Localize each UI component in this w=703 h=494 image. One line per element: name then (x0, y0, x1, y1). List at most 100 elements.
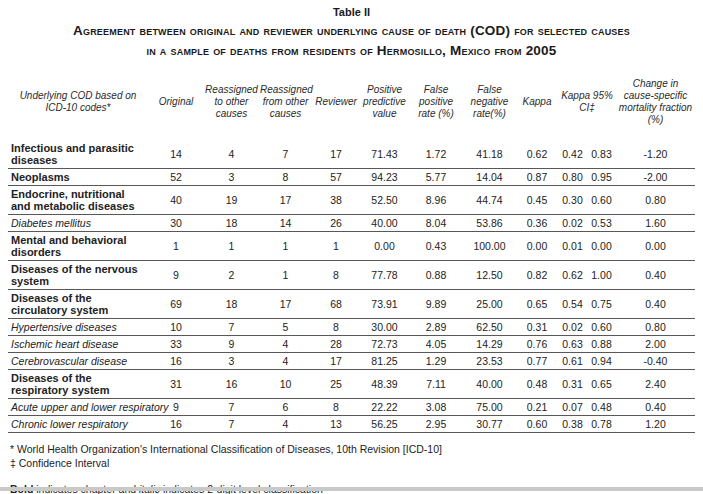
cell-kappa_ci_low: 0.30 (558, 186, 587, 215)
column-header: Reassigned to other causes (204, 66, 259, 140)
cell-false_negative_rate_pct: 100.00 (463, 232, 516, 261)
row-label: Diseases of the nervous system (8, 261, 148, 290)
cell-change_in_csmf_pct: 1.60 (616, 215, 695, 232)
cell-kappa: 0.82 (516, 261, 558, 290)
cell-reassigned_to_other: 3 (204, 353, 259, 370)
cell-kappa: 0.60 (516, 416, 558, 433)
cell-reassigned_from_other: 10 (259, 370, 312, 399)
column-header: Change in cause-specific mortality fract… (616, 66, 695, 140)
cell-false_negative_rate_pct: 14.04 (463, 169, 516, 186)
cell-kappa_ci_low: 0.07 (558, 399, 587, 416)
cell-false_negative_rate_pct: 14.29 (463, 336, 516, 353)
cell-false_positive_rate_pct: 0.88 (409, 261, 463, 290)
row-label: Neoplasms (8, 169, 148, 186)
paper-table-page: Table II Agreement between original and … (0, 0, 703, 494)
cell-kappa_ci_low: 0.42 (558, 140, 587, 169)
cell-false_negative_rate_pct: 53.86 (463, 215, 516, 232)
cell-original: 9 (148, 261, 204, 290)
cell-kappa_ci_high: 1.00 (587, 261, 616, 290)
cell-positive_predictive_value: 94.23 (360, 169, 409, 186)
cell-change_in_csmf_pct: 2.40 (616, 370, 695, 399)
cell-reassigned_from_other: 14 (259, 215, 312, 232)
cell-change_in_csmf_pct: -0.40 (616, 353, 695, 370)
cell-kappa_ci_low: 0.61 (558, 353, 587, 370)
cell-false_negative_rate_pct: 75.00 (463, 399, 516, 416)
cell-original: 52 (148, 169, 204, 186)
cell-false_positive_rate_pct: 9.89 (409, 290, 463, 319)
cell-kappa_ci_high: 0.00 (587, 232, 616, 261)
table-header-row: Underlying COD based on ICD-10 codes*Ori… (8, 66, 695, 140)
row-label: Diseases of the circulatory system (8, 290, 148, 319)
row-label: Mental and behavioral disorders (8, 232, 148, 261)
cell-positive_predictive_value: 40.00 (360, 215, 409, 232)
cell-false_negative_rate_pct: 30.77 (463, 416, 516, 433)
footnotes: * World Health Organization's Internatio… (10, 442, 703, 470)
cell-kappa_ci_high: 0.78 (587, 416, 616, 433)
cell-change_in_csmf_pct: -2.00 (616, 169, 695, 186)
cell-reviewer: 17 (312, 140, 360, 169)
table-row: Diseases of the respiratory system311610… (8, 370, 695, 399)
table-row: Diabetes mellitus3018142640.008.0453.860… (8, 215, 695, 232)
cell-kappa_ci_low: 0.54 (558, 290, 587, 319)
cell-false_negative_rate_pct: 12.50 (463, 261, 516, 290)
cell-false_positive_rate_pct: 7.11 (409, 370, 463, 399)
cell-reassigned_from_other: 7 (259, 140, 312, 169)
row-label: Chronic lower respiratory (8, 416, 148, 433)
cell-positive_predictive_value: 48.39 (360, 370, 409, 399)
cell-reassigned_to_other: 18 (204, 215, 259, 232)
cell-original: 16 (148, 353, 204, 370)
cell-reassigned_from_other: 5 (259, 319, 312, 336)
cell-reassigned_to_other: 18 (204, 290, 259, 319)
cell-reassigned_from_other: 1 (259, 232, 312, 261)
cell-original: 30 (148, 215, 204, 232)
cell-false_positive_rate_pct: 8.96 (409, 186, 463, 215)
cell-reviewer: 57 (312, 169, 360, 186)
cell-change_in_csmf_pct: 0.00 (616, 232, 695, 261)
cell-kappa: 0.77 (516, 353, 558, 370)
table-row: Chronic lower respiratory16741356.252.95… (8, 416, 695, 433)
cell-reviewer: 8 (312, 399, 360, 416)
table-row: Cerebrovascular disease16341781.251.2923… (8, 353, 695, 370)
cell-original: 69 (148, 290, 204, 319)
cell-kappa: 0.48 (516, 370, 558, 399)
cell-false_negative_rate_pct: 62.50 (463, 319, 516, 336)
table-row: Diseases of the circulatory system691817… (8, 290, 695, 319)
cell-false_negative_rate_pct: 25.00 (463, 290, 516, 319)
cell-reviewer: 8 (312, 319, 360, 336)
cell-reassigned_to_other: 4 (204, 140, 259, 169)
table-row: Mental and behavioral disorders11110.000… (8, 232, 695, 261)
cell-kappa_ci_low: 0.38 (558, 416, 587, 433)
cell-kappa_ci_high: 0.75 (587, 290, 616, 319)
cell-reassigned_from_other: 4 (259, 353, 312, 370)
cell-change_in_csmf_pct: 0.40 (616, 399, 695, 416)
cell-reassigned_from_other: 4 (259, 336, 312, 353)
row-label: Diabetes mellitus (8, 215, 148, 232)
cell-reassigned_to_other: 9 (204, 336, 259, 353)
cell-false_positive_rate_pct: 2.95 (409, 416, 463, 433)
table-body: Infectious and parasitic diseases1447177… (8, 140, 695, 433)
cell-reassigned_to_other: 7 (204, 416, 259, 433)
cell-false_positive_rate_pct: 2.89 (409, 319, 463, 336)
cell-false_positive_rate_pct: 8.04 (409, 215, 463, 232)
cell-reassigned_from_other: 17 (259, 290, 312, 319)
column-header: Positive predictive value (360, 66, 409, 140)
cell-false_negative_rate_pct: 41.18 (463, 140, 516, 169)
bottom-divider-rule (0, 487, 703, 491)
cell-kappa: 0.45 (516, 186, 558, 215)
cell-reassigned_from_other: 6 (259, 399, 312, 416)
cell-false_negative_rate_pct: 23.53 (463, 353, 516, 370)
cell-kappa_ci_high: 0.95 (587, 169, 616, 186)
row-label: Acute upper and lower respiratory (8, 399, 148, 416)
table-row: Diseases of the nervous system921877.780… (8, 261, 695, 290)
table-row: Ischemic heart disease33942872.734.0514.… (8, 336, 695, 353)
cell-reassigned_to_other: 2 (204, 261, 259, 290)
cell-change_in_csmf_pct: -1.20 (616, 140, 695, 169)
table-row: Hypertensive diseases1075830.002.8962.50… (8, 319, 695, 336)
cell-reassigned_from_other: 1 (259, 261, 312, 290)
cell-positive_predictive_value: 72.73 (360, 336, 409, 353)
column-header: False negative rate(%) (463, 66, 516, 140)
row-label: Endocrine, nutritional and metabolic dis… (8, 186, 148, 215)
cell-reviewer: 13 (312, 416, 360, 433)
cell-false_positive_rate_pct: 5.77 (409, 169, 463, 186)
cell-reviewer: 28 (312, 336, 360, 353)
